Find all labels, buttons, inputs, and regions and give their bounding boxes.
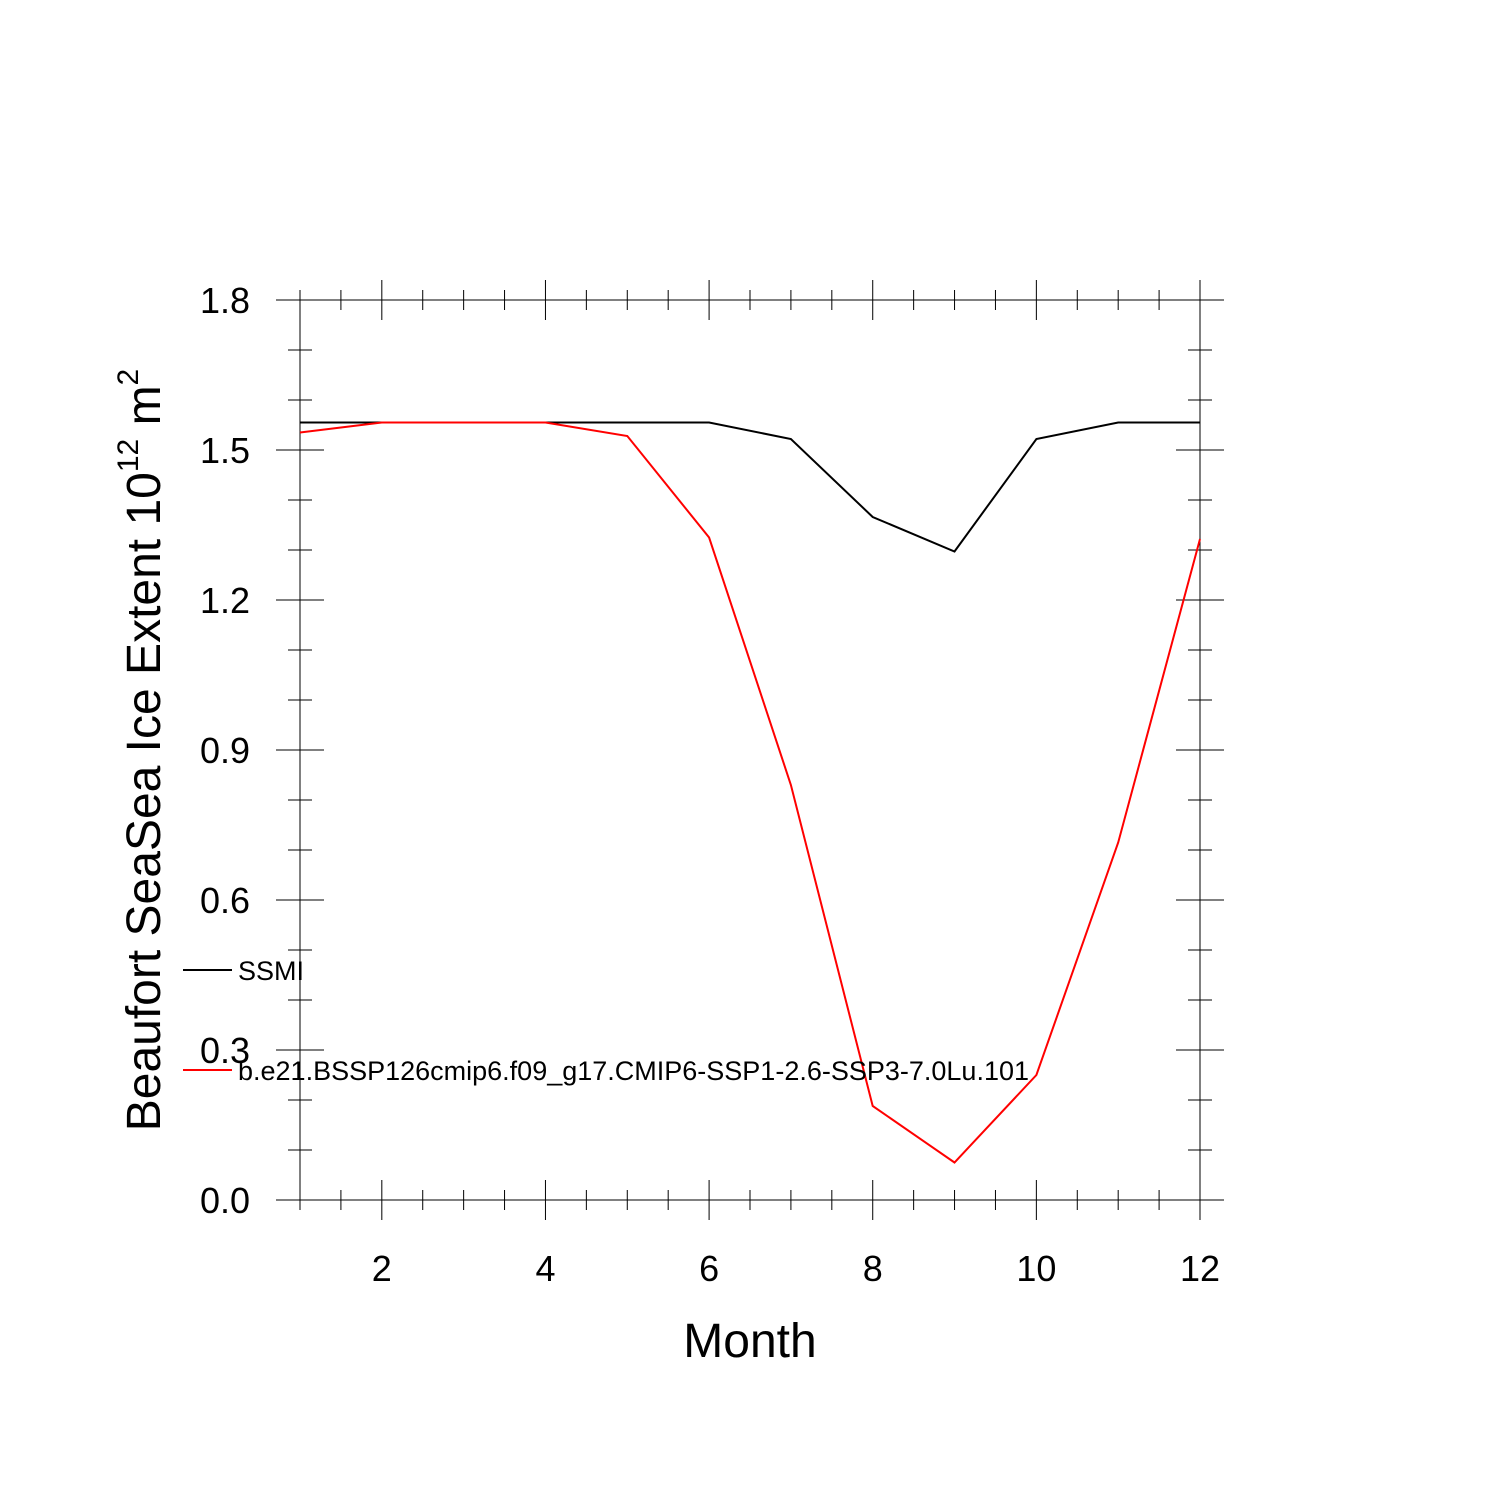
plot-area bbox=[276, 280, 1224, 1220]
y-tick-label: 0.6 bbox=[200, 880, 250, 921]
x-axis-label: Month bbox=[683, 1315, 816, 1368]
tick-labels: 2 4 6 8 10 12 0.0 0.3 0.6 0.9 1.2 1.5 1.8 bbox=[200, 280, 1220, 1289]
x-tick-label: 6 bbox=[699, 1248, 719, 1289]
x-tick-label: 2 bbox=[372, 1248, 392, 1289]
legend-label-1: b.e21.BSSP126cmip6.f09_g17.CMIP6-SSP1-2.… bbox=[238, 1056, 1029, 1086]
x-tick-label: 8 bbox=[863, 1248, 883, 1289]
axis-ticks bbox=[276, 280, 1224, 1220]
y-axis-label-unit: m bbox=[118, 385, 171, 438]
y-tick-label: 1.2 bbox=[200, 580, 250, 621]
y-tick-label: 0.3 bbox=[200, 1030, 250, 1071]
series-line-1 bbox=[299, 421, 1201, 1164]
legend-label-0: SSMI bbox=[238, 956, 304, 986]
x-tick-label: 4 bbox=[535, 1248, 555, 1289]
series-lines bbox=[299, 421, 1201, 1164]
y-axis-label-exponent: 12 bbox=[112, 439, 145, 472]
y-tick-label: 0.9 bbox=[200, 730, 250, 771]
legend: SSMI b.e21.BSSP126cmip6.f09_g17.CMIP6-SSP… bbox=[183, 956, 1029, 1086]
series-line-0 bbox=[300, 421, 1200, 553]
y-axis-label-unit-exponent: 2 bbox=[112, 369, 145, 386]
x-tick-label: 12 bbox=[1180, 1248, 1220, 1289]
y-tick-label: 1.5 bbox=[200, 430, 250, 471]
y-tick-label: 0.0 bbox=[200, 1180, 250, 1221]
y-axis-label-main: Beaufort SeaSea Ice Extent 10 bbox=[118, 472, 171, 1131]
x-tick-label: 10 bbox=[1016, 1248, 1056, 1289]
y-axis-label: Beaufort SeaSea Ice Extent 1012 m2 bbox=[112, 369, 171, 1132]
y-tick-label: 1.8 bbox=[200, 280, 250, 321]
